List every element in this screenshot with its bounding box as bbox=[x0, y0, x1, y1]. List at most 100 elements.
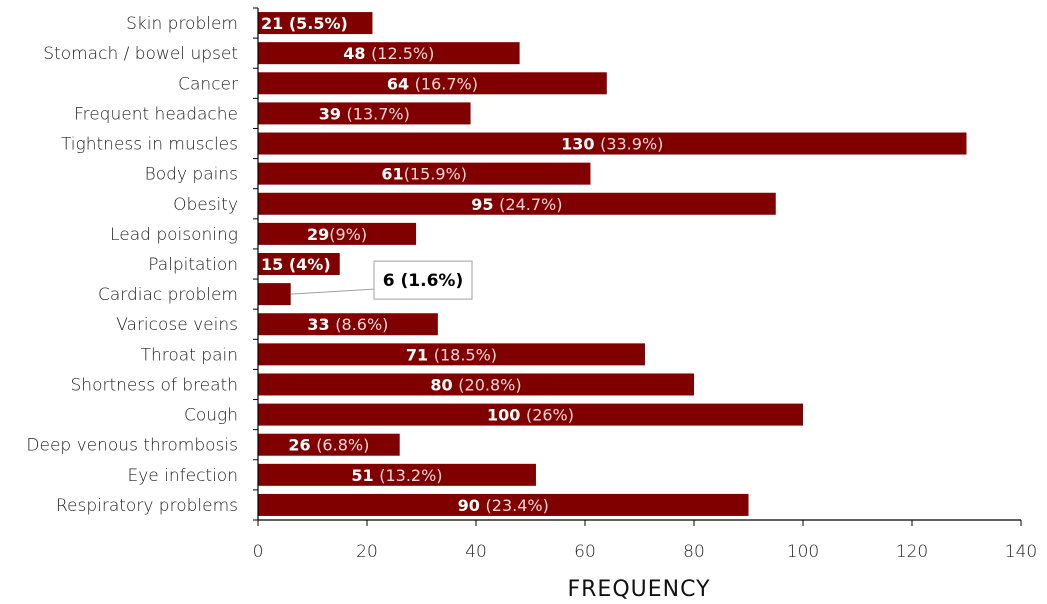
data-label-value: 33 bbox=[307, 315, 335, 334]
category-label: Palpitation bbox=[148, 255, 238, 275]
x-tick-label: 120 bbox=[896, 542, 928, 562]
bar bbox=[258, 72, 607, 95]
data-label-percent: (5.5%) bbox=[289, 14, 348, 33]
data-label-percent: (9%) bbox=[329, 225, 367, 244]
data-label-value: 71 bbox=[406, 345, 434, 364]
data-label-percent: (6.8%) bbox=[316, 436, 369, 455]
value-labels: 21 (5.5%) 48 (12.5%) 64 (16.7%) 39 (13.7%) 1… bbox=[261, 14, 663, 515]
x-tick-label: 20 bbox=[356, 542, 378, 562]
bar bbox=[258, 132, 967, 155]
category-label: Cough bbox=[184, 406, 238, 426]
bars-group bbox=[258, 12, 967, 516]
data-label-percent: (12.5%) bbox=[371, 44, 434, 63]
data-label-percent: (20.8%) bbox=[458, 375, 521, 394]
bar bbox=[258, 222, 417, 245]
callout-box bbox=[373, 260, 473, 300]
data-label-percent: (23.4%) bbox=[486, 496, 549, 515]
bar bbox=[258, 12, 373, 35]
callout-label: 6 (1.6%) bbox=[383, 271, 463, 291]
data-label-value: 130 bbox=[561, 135, 600, 154]
data-label-value: 100 bbox=[487, 406, 526, 425]
category-label: Skin problem bbox=[126, 14, 238, 34]
data-label-value: 61 bbox=[381, 165, 403, 184]
data-label-value: 90 bbox=[458, 496, 486, 515]
category-label: Cancer bbox=[178, 74, 238, 94]
data-label-percent: (13.7%) bbox=[347, 104, 410, 123]
category-label: Tightness in muscles bbox=[61, 135, 238, 155]
bar bbox=[258, 42, 520, 65]
data-label: 29(9%) bbox=[307, 225, 367, 244]
bar bbox=[258, 283, 291, 306]
data-label-percent: (15.9%) bbox=[404, 165, 467, 184]
category-label: Lead poisoning bbox=[110, 225, 238, 245]
data-label-value: 29 bbox=[307, 225, 329, 244]
data-label: 48 (12.5%) bbox=[343, 44, 434, 63]
data-label: 26 (6.8%) bbox=[288, 436, 369, 455]
category-label: Cardiac problem bbox=[98, 285, 238, 305]
data-label-value: 80 bbox=[430, 375, 458, 394]
x-tick-label: 0 bbox=[253, 542, 264, 562]
category-label: Throat pain bbox=[141, 345, 238, 365]
data-label: 21 (5.5%) bbox=[261, 14, 348, 33]
category-label: Varicose veins bbox=[116, 315, 238, 335]
data-label-value: 48 bbox=[343, 44, 371, 63]
y-axis: Skin problem Stomach / bowel upset Cancer F… bbox=[26, 7, 259, 521]
x-tick-label: 40 bbox=[465, 542, 487, 562]
bar bbox=[258, 253, 340, 275]
data-label-percent: (26%) bbox=[526, 406, 574, 425]
x-tick-label: 140 bbox=[1005, 542, 1037, 562]
category-label: Respiratory problems bbox=[56, 496, 238, 516]
data-label-percent: (13.2%) bbox=[379, 466, 442, 485]
bar bbox=[258, 102, 471, 125]
x-tick-label: 60 bbox=[574, 542, 596, 562]
bar bbox=[258, 162, 591, 185]
category-label: Body pains bbox=[145, 165, 238, 185]
data-label-value: 26 bbox=[288, 436, 316, 455]
bar bbox=[258, 192, 776, 215]
data-label: 15 (4%) bbox=[261, 255, 331, 274]
data-label-percent: (18.5%) bbox=[434, 345, 497, 364]
data-label-value: 95 bbox=[471, 195, 499, 214]
bar bbox=[258, 433, 400, 456]
category-label: Obesity bbox=[173, 195, 238, 215]
bar bbox=[258, 493, 749, 516]
data-label-percent: (4%) bbox=[289, 255, 331, 274]
x-axis: 0 20 40 60 80 100 120 140 bbox=[253, 519, 1037, 562]
callout-leader bbox=[290, 288, 375, 295]
bar bbox=[258, 313, 438, 336]
callout: 6 (1.6%) bbox=[290, 260, 473, 300]
data-label-percent: (16.7%) bbox=[415, 74, 478, 93]
data-label-percent: (33.9%) bbox=[600, 135, 663, 154]
data-label: 71 (18.5%) bbox=[406, 345, 497, 364]
bar bbox=[258, 343, 645, 366]
category-label: Stomach / bowel upset bbox=[43, 44, 238, 64]
category-label: Eye infection bbox=[127, 466, 238, 486]
data-label: 80 (20.8%) bbox=[430, 375, 521, 394]
data-label: 130 (33.9%) bbox=[561, 135, 663, 154]
data-label: 64 (16.7%) bbox=[387, 74, 478, 93]
category-label: Shortness of breath bbox=[71, 375, 239, 395]
bar bbox=[258, 373, 694, 396]
category-label: Frequent headache bbox=[74, 104, 238, 124]
category-label: Deep venous thrombosis bbox=[26, 436, 238, 456]
data-label: 39 (13.7%) bbox=[319, 104, 410, 123]
data-label: 33 (8.6%) bbox=[307, 315, 388, 334]
data-label: 100 (26%) bbox=[487, 406, 574, 425]
data-label: 61(15.9%) bbox=[381, 165, 467, 184]
data-label-value: 51 bbox=[351, 466, 379, 485]
bar bbox=[258, 463, 536, 486]
x-tick-label: 100 bbox=[787, 542, 819, 562]
data-label: 95 (24.7%) bbox=[471, 195, 562, 214]
data-label-percent: (24.7%) bbox=[499, 195, 562, 214]
bar bbox=[258, 403, 803, 426]
x-tick-label: 80 bbox=[683, 542, 705, 562]
data-label: 51 (13.2%) bbox=[351, 466, 442, 485]
x-axis-title: FREQUENCY bbox=[567, 577, 710, 602]
data-label-value: 15 bbox=[261, 255, 289, 274]
data-label-value: 21 bbox=[261, 14, 289, 33]
data-label-value: 39 bbox=[319, 104, 347, 123]
data-label-value: 64 bbox=[387, 74, 415, 93]
data-label-percent: (8.6%) bbox=[335, 315, 388, 334]
data-label: 90 (23.4%) bbox=[458, 496, 549, 515]
